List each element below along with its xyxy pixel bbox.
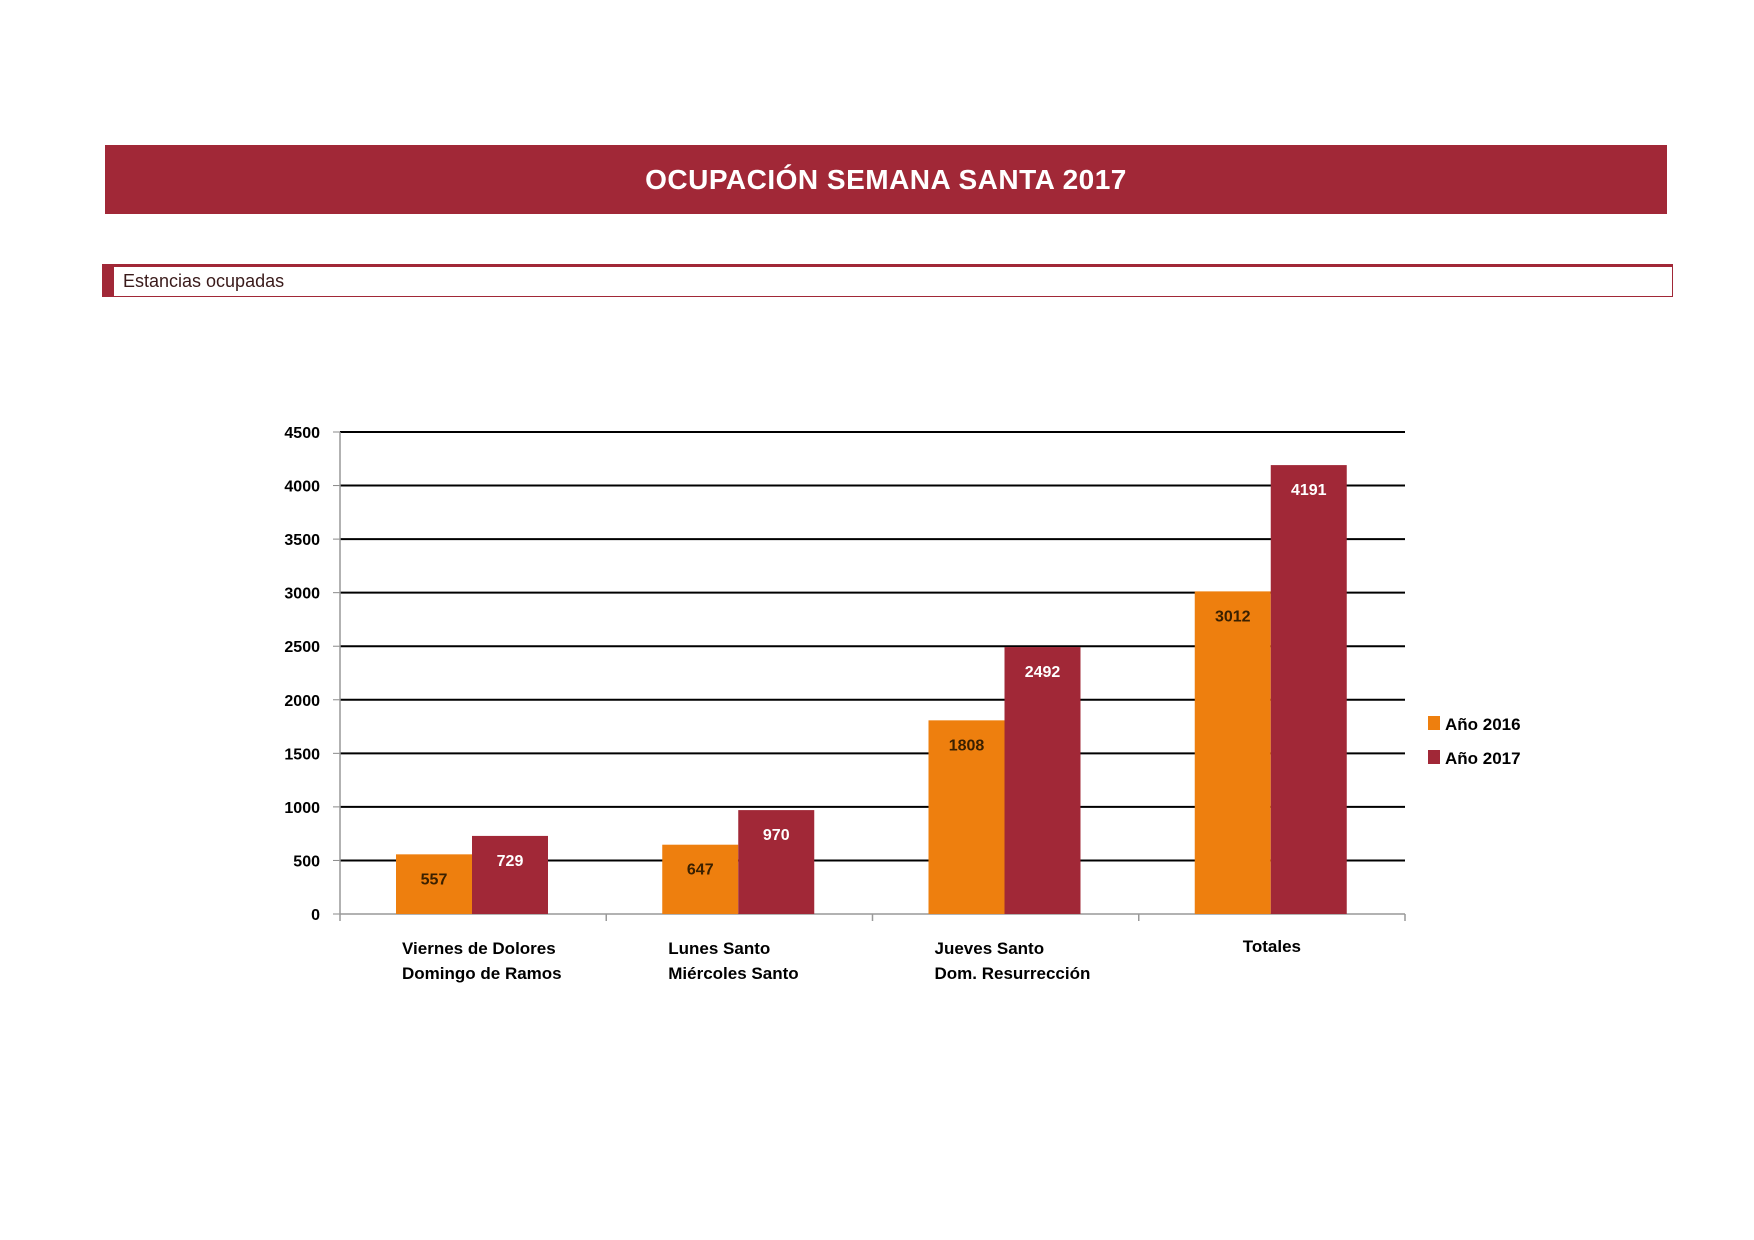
bar-año-2017 (738, 810, 815, 914)
page-title: OCUPACIÓN SEMANA SANTA 2017 (645, 163, 1127, 195)
bar-año-2016 (1194, 591, 1271, 914)
x-tick-label: Domingo de Ramos (402, 964, 562, 983)
data-label: 729 (497, 853, 524, 870)
data-label: 1808 (949, 737, 985, 754)
section-title: Estancias ocupadas (123, 271, 285, 291)
bar-año-2016 (396, 854, 472, 914)
data-label: 557 (421, 871, 448, 888)
y-tick-label: 500 (293, 853, 320, 870)
bar-año-2017 (1270, 465, 1347, 914)
page-title-banner: OCUPACIÓN SEMANA SANTA 2017 (105, 145, 1667, 214)
bar-año-2016 (662, 844, 739, 914)
x-tick-label: Dom. Resurrección (935, 964, 1091, 983)
data-label: 647 (687, 862, 714, 879)
y-tick-label: 3500 (284, 532, 320, 549)
legend-label: Año 2016 (1445, 715, 1521, 734)
x-tick-label: Viernes de Dolores (402, 939, 556, 958)
legend-swatch (1428, 750, 1440, 764)
x-tick-label: Totales (1243, 937, 1301, 956)
x-tick-label: Miércoles Santo (668, 964, 798, 983)
bar-año-2017 (1004, 647, 1081, 914)
y-tick-label: 1000 (284, 800, 320, 817)
data-label: 970 (763, 827, 790, 844)
data-label: 3012 (1215, 608, 1251, 625)
y-tick-label: 4000 (284, 479, 320, 496)
y-tick-label: 0 (311, 907, 320, 924)
y-tick-label: 3000 (284, 586, 320, 603)
legend-swatch (1428, 716, 1440, 730)
legend-label: Año 2017 (1445, 749, 1521, 768)
x-tick-label: Lunes Santo (668, 939, 770, 958)
bar-año-2016 (928, 720, 1005, 914)
x-tick-label: Jueves Santo (935, 939, 1045, 958)
data-label: 4191 (1291, 482, 1327, 499)
y-tick-label: 2500 (284, 639, 320, 656)
y-tick-label: 2000 (284, 693, 320, 710)
y-tick-label: 1500 (284, 746, 320, 763)
bar-año-2017 (472, 835, 548, 914)
y-tick-label: 4500 (284, 425, 320, 442)
section-header: Estancias ocupadas (102, 264, 1673, 297)
data-label: 2492 (1025, 664, 1061, 681)
